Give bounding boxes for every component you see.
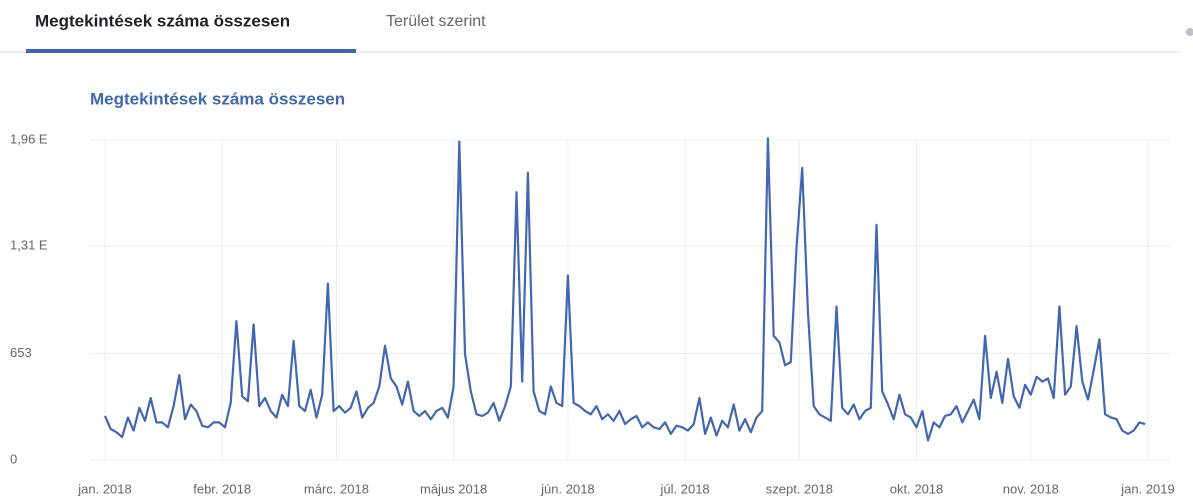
y-tick-label: 653 [10, 345, 32, 360]
line [103, 137, 1146, 442]
x-tick-label: nov. 2018 [1003, 481, 1059, 496]
chart-title: Megtekintések száma összesen [90, 89, 345, 108]
x-tick-label: febr. 2018 [193, 481, 251, 496]
x-tick-label: május 2018 [420, 481, 487, 496]
x-tick-label: jan. 2018 [77, 481, 132, 496]
x-tick-label: márc. 2018 [304, 481, 369, 496]
icon[interactable] [1186, 28, 1193, 36]
x-tick-label: júl. 2018 [660, 481, 710, 496]
tab-active[interactable]: Megtekintések száma összesen [35, 11, 290, 30]
tab-underline [26, 49, 356, 53]
y-tick-label: 1,96 E [10, 131, 48, 146]
y-tick-label: 0 [10, 451, 17, 466]
x-tick-label: jún. 2018 [540, 481, 595, 496]
x-tick-label: jan. 2019 [1120, 481, 1175, 496]
x-tick-label: okt. 2018 [890, 481, 944, 496]
y-tick-label: 1,31 E [10, 238, 48, 253]
x-tick-label: szept. 2018 [766, 481, 833, 496]
tab[interactable]: Terület szerint [386, 13, 486, 30]
